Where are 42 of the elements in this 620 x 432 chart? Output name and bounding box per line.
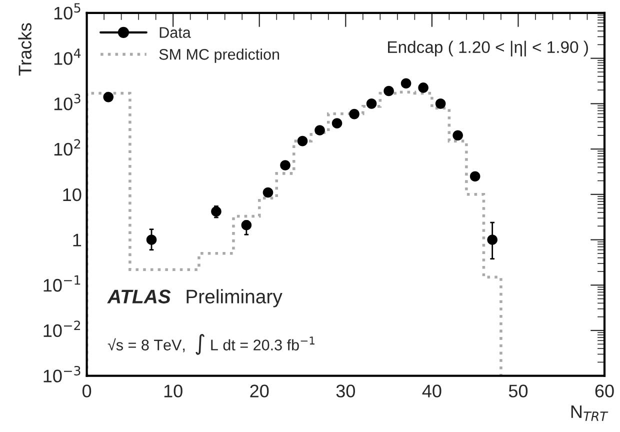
annotation: Preliminary (186, 289, 282, 308)
legend-label: Data (160, 27, 191, 38)
x-tick-label: 0 (82, 384, 92, 398)
x-tick-label: 50 (508, 384, 528, 398)
point (146, 234, 157, 245)
x-tick-label: 30 (336, 384, 355, 398)
point (384, 86, 394, 96)
y-tick-label: 10$^{5}$ (54, 3, 80, 20)
point (452, 130, 463, 141)
y-tick-label: 10$^{−2}$ (44, 320, 80, 338)
point (487, 234, 498, 245)
point (297, 136, 308, 146)
legend-label: SM MC prediction (159, 48, 280, 63)
y-tick-label: 10 (63, 188, 82, 202)
point (349, 108, 360, 120)
point (470, 171, 480, 182)
point (211, 206, 222, 217)
point (435, 98, 446, 109)
x-tick-label: 10 (164, 384, 182, 398)
x-tick-label: 20 (250, 384, 269, 398)
y-tick-label: 1 (73, 234, 82, 246)
y-axis-title: Tracks (18, 23, 32, 76)
point (418, 82, 428, 93)
point (400, 78, 412, 89)
annotation: Endcap ( 1.20 < |η| < 1.90 ) (388, 40, 588, 56)
y-tick-label: 10$^{−1}$ (44, 275, 80, 292)
x-tick-label: 60 (595, 384, 614, 398)
point (366, 98, 377, 109)
y-tick-label: 10$^{−3}$ (44, 366, 80, 382)
point (332, 118, 342, 128)
point (103, 92, 114, 102)
x-axis-title: N$_{TRT}$ (571, 405, 608, 421)
x-tick-label: 40 (422, 384, 442, 398)
y-tick-label: 10$^{2}$ (54, 139, 80, 156)
point (262, 187, 274, 198)
point (314, 125, 325, 136)
annotation: ATLAS (107, 290, 171, 304)
y-tick-label: 10$^{4}$ (54, 48, 81, 65)
point (280, 160, 290, 170)
annotation: √s = 8 TeV, ∫ L dt = 20.3 fb$^{−1}$ (108, 334, 314, 355)
y-tick-label: 10$^{3}$ (54, 94, 80, 110)
point (241, 220, 252, 230)
